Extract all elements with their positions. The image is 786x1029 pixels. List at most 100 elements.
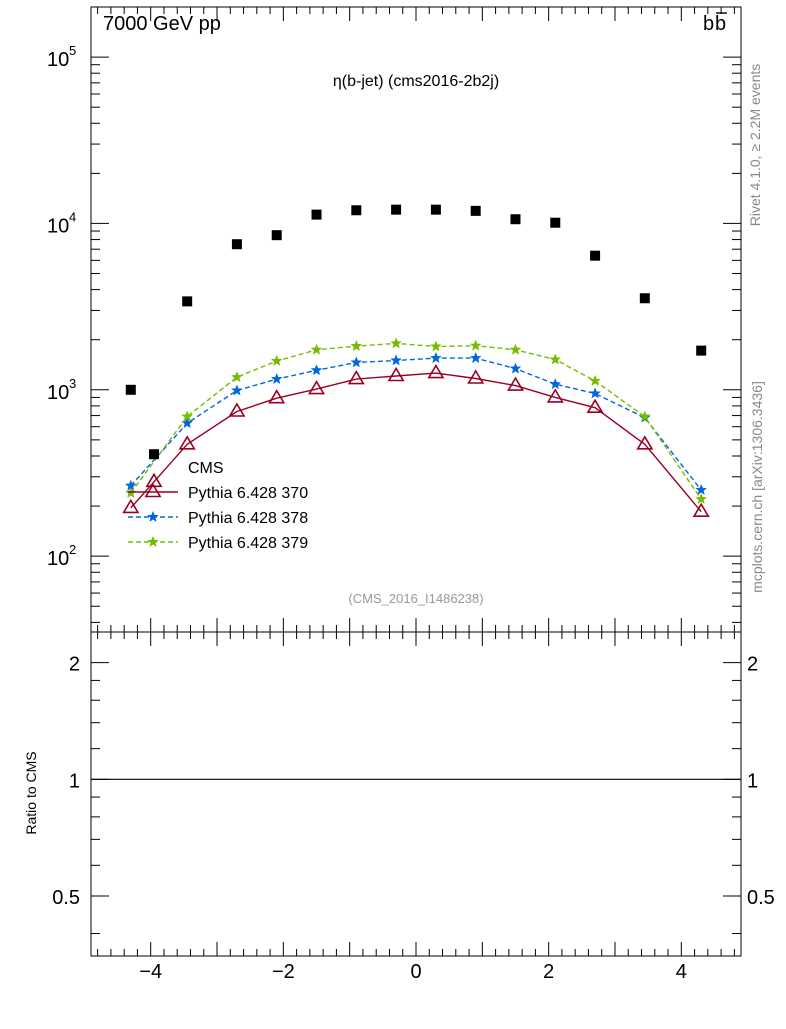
y-tick-label-exponent: 4	[69, 209, 76, 224]
y-tick-label-exponent: 5	[69, 43, 76, 58]
data-point	[550, 217, 561, 228]
y-tick-label: 10 5	[47, 43, 76, 71]
series-line	[130, 372, 702, 513]
series-point	[390, 354, 402, 366]
data-points	[125, 204, 707, 460]
data-point	[311, 209, 322, 220]
mcplots-label: mcplots.cern.ch [arXiv:1306.3436]	[749, 381, 765, 593]
collision-label: 7000 GeV pp	[103, 13, 221, 35]
series-1	[122, 364, 710, 518]
y-tick-label-base: 10	[47, 49, 69, 71]
data-point	[351, 205, 362, 216]
y-tick-label-base: 10	[47, 548, 69, 570]
series-line	[130, 342, 702, 500]
series-point	[231, 370, 243, 383]
series-point	[228, 402, 246, 417]
series-point	[268, 389, 286, 404]
series-point	[181, 410, 194, 422]
ratio-y-tick-label-right: 2	[747, 654, 758, 676]
series-layer	[122, 337, 710, 518]
data-point	[696, 345, 707, 356]
series-point	[307, 380, 326, 395]
series-point	[390, 337, 402, 349]
series-point	[695, 483, 708, 495]
y-tick-label-exponent: 3	[69, 376, 76, 391]
series-point	[636, 435, 654, 450]
series-point	[427, 364, 445, 379]
series-point	[509, 362, 522, 374]
series-point	[430, 340, 442, 352]
series-point	[589, 374, 601, 386]
y-tick-label: 10 4	[47, 209, 76, 237]
ratio-y-tick-label-left: 2	[69, 654, 80, 676]
x-tick-label: 4	[676, 961, 687, 983]
process-label-bbar: b	[715, 13, 726, 35]
ratio-y-axis-label: Ratio to CMS	[23, 751, 39, 834]
data-point	[125, 384, 136, 395]
series-point	[509, 343, 522, 355]
ratio-y-tick-label-right: 0.5	[747, 887, 775, 909]
x-tick-labels: −4 −2 0 2 4	[139, 961, 687, 983]
series-point	[549, 377, 562, 390]
main-axis-ticks	[91, 6, 741, 632]
ratio-plot-frame	[90, 631, 742, 957]
ratio-y-tick-label-left: 0.5	[52, 887, 80, 909]
series-point	[231, 384, 243, 396]
x-tick-label: 0	[410, 961, 421, 983]
series-point	[546, 388, 564, 403]
legend-entry: CMS	[188, 460, 224, 477]
process-label: b b	[703, 12, 727, 35]
series-point	[178, 435, 196, 450]
y-tick-label-base: 10	[47, 215, 69, 237]
series-point	[350, 339, 363, 352]
data-point	[231, 239, 242, 250]
series-point	[270, 372, 283, 385]
y-tick-label: 10 2	[47, 542, 76, 570]
analysis-watermark: (CMS_2016_I1486238)	[348, 591, 483, 606]
series-point	[310, 343, 323, 355]
series-point	[430, 351, 442, 364]
data-point	[391, 204, 402, 215]
series-point	[589, 387, 601, 399]
data-point	[182, 296, 193, 307]
x-tick-label: −4	[139, 961, 162, 983]
series-point	[506, 376, 525, 391]
series-point	[350, 356, 363, 368]
data-point	[590, 250, 601, 261]
series-point	[122, 498, 140, 514]
ratio-y-tick-label-left: 1	[69, 770, 80, 792]
series-point	[310, 364, 323, 376]
legend: CMS Pythia 6.428 370 Pythia 6.428 378 Pythi…	[128, 460, 308, 552]
legend-entry: Pythia 6.428 378	[128, 510, 308, 527]
x-tick-label: −2	[272, 961, 295, 983]
ratio-axis-ticks	[91, 632, 741, 956]
plot-title: η(b-jet) (cms2016-2b2j)	[333, 73, 499, 90]
series-point	[692, 502, 710, 518]
data-point	[271, 230, 282, 241]
series-point	[270, 354, 283, 366]
legend-marker	[144, 482, 162, 498]
series-point	[347, 370, 365, 385]
y-tick-label: 10 3	[47, 376, 76, 404]
legend-entry: Pythia 6.428 379	[128, 535, 308, 552]
legend-marker	[147, 510, 159, 522]
series-point	[469, 351, 482, 364]
legend-entry: Pythia 6.428 370	[128, 482, 308, 502]
series-point	[467, 369, 485, 384]
legend-label: Pythia 6.428 370	[188, 485, 308, 502]
series-point	[549, 353, 562, 365]
x-tick-label: 2	[543, 961, 554, 983]
data-point	[470, 205, 481, 216]
series-3	[124, 337, 708, 505]
data-point	[430, 204, 441, 215]
ratio-y-tick-label-right: 1	[747, 770, 758, 792]
series-point	[695, 493, 708, 505]
y-tick-label-exponent: 2	[69, 542, 76, 557]
process-label-b: b	[703, 13, 714, 35]
series-point	[586, 398, 604, 414]
series-point	[387, 366, 405, 382]
legend-label: Pythia 6.428 379	[188, 535, 308, 552]
series-point	[469, 339, 482, 351]
data-point	[639, 293, 650, 304]
